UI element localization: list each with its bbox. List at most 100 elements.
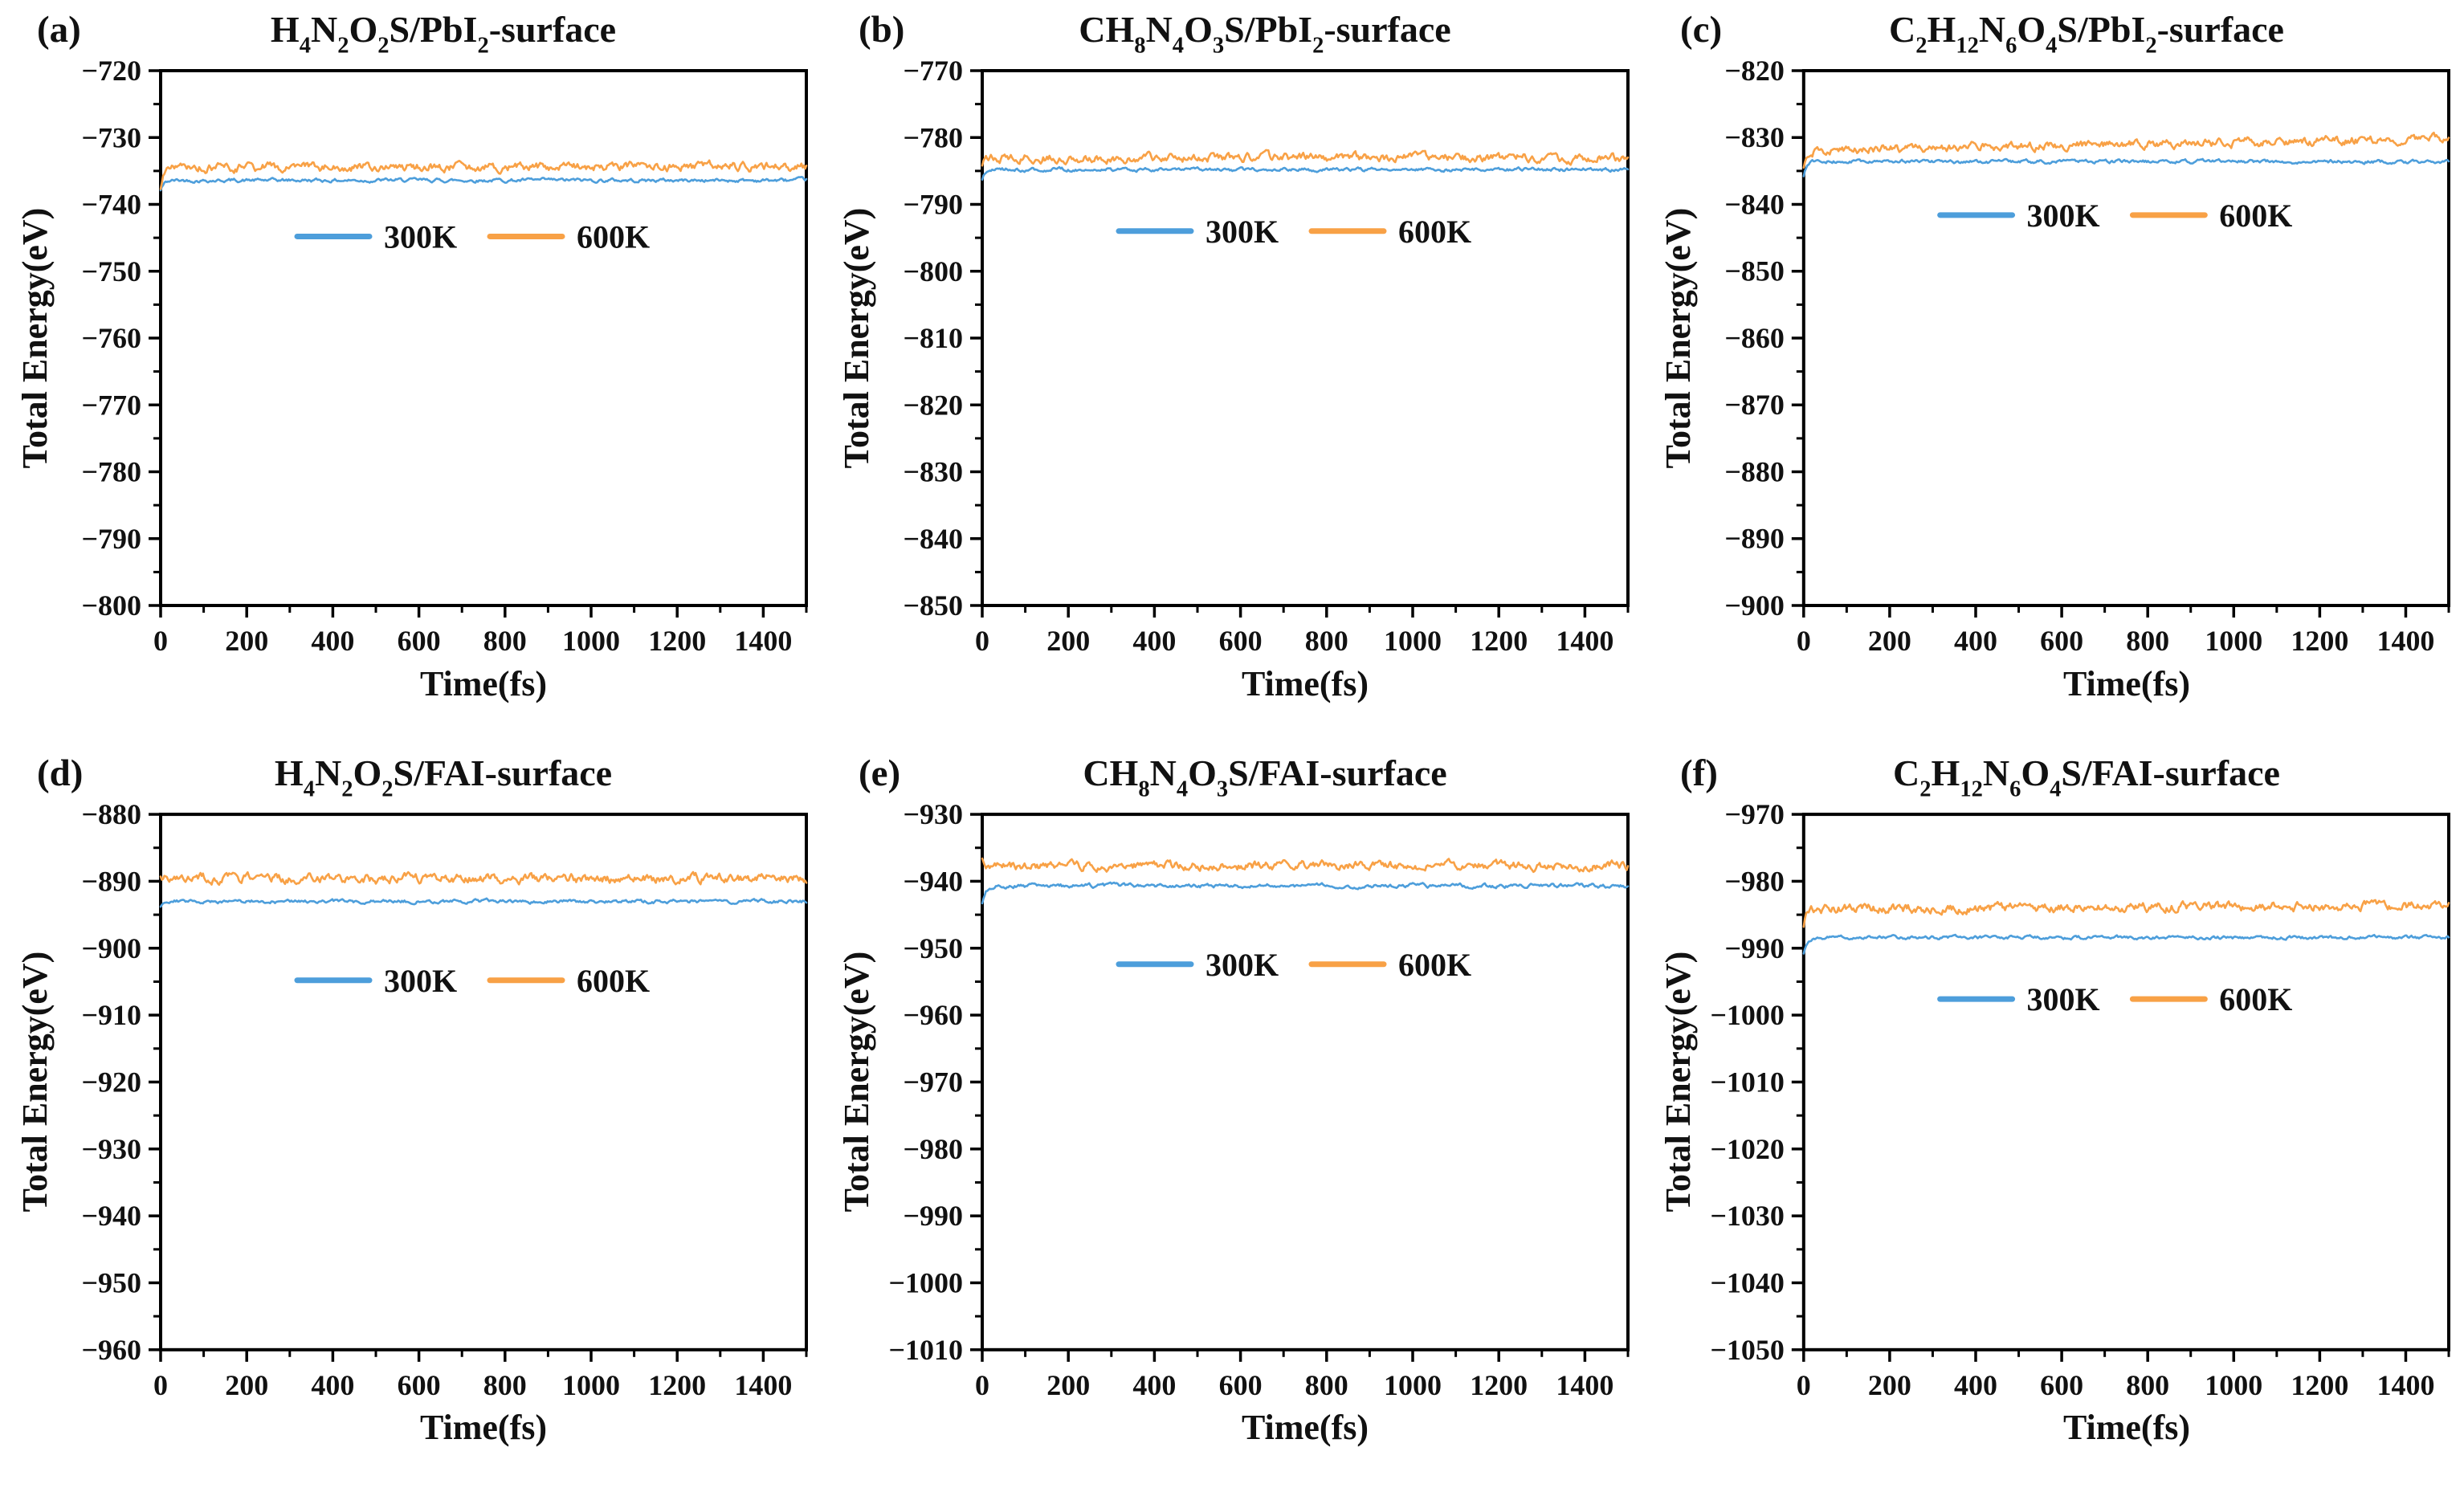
y-tick-labels: −930 −940 −950 −960 −970 −980 −990 −1000 −1010	[889, 798, 963, 1366]
x-tick-label: 200	[1868, 625, 1911, 657]
panel-letter-f: (f)	[1680, 752, 1718, 794]
series-line-600K	[1802, 899, 2450, 928]
y-tick-label: −930	[82, 1133, 141, 1165]
y-tick-label: −890	[1724, 523, 1784, 555]
legend-label-300K: 300K	[2027, 981, 2100, 1017]
x-tick-label: 1200	[1470, 625, 1528, 657]
series-lines	[1802, 899, 2450, 955]
y-tick-label: −820	[1724, 55, 1784, 87]
y-tick-label: −900	[1724, 589, 1784, 622]
x-tick-label: 1400	[2377, 625, 2435, 657]
y-tick-labels: −770 −780 −790 −800 −810 −820 −830 −840 −850	[903, 55, 963, 622]
legend-label-600K: 600K	[1398, 214, 1471, 250]
panel-c: −820 −830 −840 −850 −860 −870 −880 −890 −900 0 200…	[1643, 0, 2464, 744]
y-tick-label: −890	[82, 865, 141, 897]
x-tick-label: 600	[398, 625, 441, 657]
x-tick-label: 1200	[648, 1369, 706, 1401]
x-axis-label-b: Time(fs)	[1241, 664, 1369, 703]
x-tick-label: 600	[2040, 1369, 2083, 1401]
axis-frame-and-ticks	[149, 69, 808, 618]
y-tick-label: −730	[81, 121, 141, 153]
x-tick-label: 1000	[2205, 625, 2262, 657]
y-tick-label: −850	[903, 589, 963, 622]
y-tick-label: −920	[82, 1066, 141, 1098]
y-tick-label: −840	[903, 523, 963, 555]
x-tick-labels: 0 200 400 600 800 1000 1200 1400	[1797, 1369, 2435, 1401]
y-tick-label: −1030	[1710, 1200, 1784, 1232]
y-tick-labels: −880 −890 −900 −910 −920 −930 −940 −950 −960	[82, 798, 141, 1366]
legend-label-600K: 600K	[577, 218, 650, 255]
x-axis-label-a: Time(fs)	[419, 664, 548, 703]
y-axis-label-b: Total Energy(eV)	[837, 207, 876, 469]
y-tick-label: −910	[82, 999, 141, 1031]
y-axis-label-a: Total Energy(eV)	[15, 207, 55, 469]
legend: 300K 600K	[1116, 214, 1471, 250]
y-tick-label: −980	[904, 1133, 963, 1165]
y-tick-label: −1050	[1710, 1334, 1784, 1366]
x-tick-label: 800	[483, 1369, 527, 1401]
y-tick-labels: −820 −830 −840 −850 −860 −870 −880 −890 −900	[1724, 55, 1784, 622]
y-tick-label: −770	[81, 389, 141, 421]
x-tick-labels: 0 200 400 600 800 1000 1200 1400	[975, 625, 1613, 657]
x-tick-label: 800	[2126, 1369, 2169, 1401]
x-tick-label: 400	[1132, 625, 1176, 657]
series-line-300K	[981, 165, 1630, 181]
legend: 300K 600K	[1937, 981, 2292, 1017]
y-tick-label: −940	[82, 1200, 141, 1232]
x-tick-label: 1200	[2291, 1369, 2348, 1401]
x-tick-labels: 0 200 400 600 800 1000 1200 1400	[975, 1369, 1613, 1401]
legend-label-300K: 300K	[1205, 214, 1279, 250]
legend-label-600K: 600K	[1398, 947, 1471, 983]
x-tick-label: 1400	[1556, 1369, 1613, 1401]
x-tick-label: 1200	[648, 625, 706, 657]
y-tick-label: −790	[81, 523, 141, 555]
x-tick-label: 0	[1797, 625, 1811, 657]
x-tick-label: 0	[153, 625, 168, 657]
y-tick-label: −1020	[1710, 1133, 1784, 1165]
legend-label-600K: 600K	[2219, 981, 2292, 1017]
x-axis-label-d: Time(fs)	[419, 1408, 548, 1447]
y-tick-label: −970	[904, 1066, 963, 1098]
series-line-300K	[1802, 157, 2450, 177]
series-lines	[981, 149, 1630, 181]
y-axis-label-c: Total Energy(eV)	[1658, 207, 1698, 469]
panel-title-a: H4N2O2S/PbI2-surface	[270, 9, 617, 59]
series-line-300K	[981, 881, 1630, 905]
legend-label-300K: 300K	[384, 218, 457, 255]
x-tick-label: 400	[1954, 625, 1997, 657]
panel-f: −970 −980 −990 −1000 −1010 −1020 −1030 −1040 −10…	[1643, 744, 2464, 1488]
series-line-600K	[1802, 132, 2450, 169]
y-tick-label: −810	[903, 322, 963, 354]
y-tick-label: −780	[81, 456, 141, 488]
plot-area-e: −930 −940 −950 −960 −970 −980 −990 −1000 −1010 0 2…	[889, 798, 1630, 1401]
y-tick-label: −830	[1724, 121, 1784, 153]
x-tick-label: 400	[311, 1369, 354, 1401]
axis-frame-and-ticks	[970, 69, 1630, 618]
panel-a: −720 −730 −740 −750 −760 −770 −780 −790 −800 0 200…	[0, 0, 822, 744]
x-tick-label: 800	[2126, 625, 2169, 657]
y-tick-label: −950	[82, 1266, 141, 1298]
y-tick-label: −1000	[1710, 999, 1784, 1031]
y-tick-label: −980	[1724, 865, 1784, 897]
x-axis-label-e: Time(fs)	[1241, 1408, 1369, 1447]
panel-title-d: H4N2O2S/FAI-surface	[274, 752, 613, 802]
plot-area-c: −820 −830 −840 −850 −860 −870 −880 −890 −900 0 200…	[1724, 55, 2451, 657]
panel-b: −770 −780 −790 −800 −810 −820 −830 −840 −850 0 200…	[822, 0, 1643, 744]
x-tick-label: 1400	[2377, 1369, 2435, 1401]
y-tick-label: −1040	[1710, 1266, 1784, 1298]
y-tick-label: −990	[1724, 932, 1784, 964]
y-tick-label: −940	[904, 865, 963, 897]
x-tick-label: 1000	[562, 625, 620, 657]
panel-letter-a: (a)	[37, 9, 81, 51]
y-tick-labels: −720 −730 −740 −750 −760 −770 −780 −790 −800	[81, 55, 141, 622]
y-tick-label: −790	[903, 189, 963, 221]
series-line-300K	[159, 897, 808, 908]
y-tick-label: −880	[82, 798, 141, 830]
y-tick-label: −760	[81, 322, 141, 354]
axis-frame-and-ticks	[1791, 813, 2451, 1362]
x-tick-labels: 0 200 400 600 800 1000 1200 1400	[153, 625, 792, 657]
y-tick-label: −960	[82, 1334, 141, 1366]
legend: 300K 600K	[1937, 198, 2292, 234]
panel-letter-d: (d)	[37, 752, 84, 794]
